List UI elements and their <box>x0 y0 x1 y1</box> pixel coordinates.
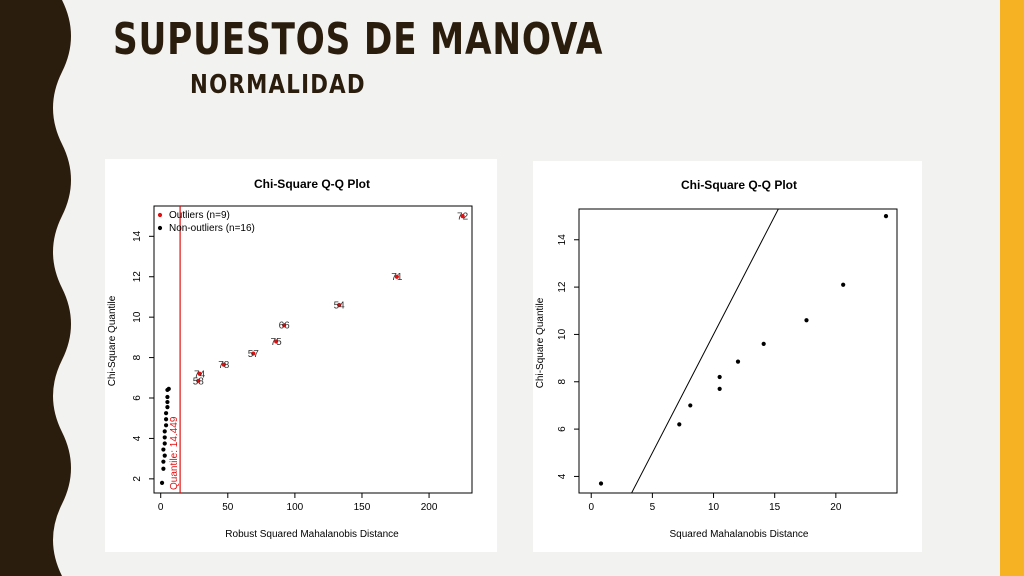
plot-frame <box>153 205 473 494</box>
data-point <box>282 323 287 328</box>
legend-marker <box>157 212 163 218</box>
data-point <box>717 374 722 380</box>
x-tick-label: 150 <box>354 502 371 513</box>
point-label: 75 <box>271 337 283 348</box>
y-tick-label: 4 <box>132 435 143 441</box>
data-point <box>163 423 169 428</box>
point-label: 57 <box>248 349 260 360</box>
data-point <box>688 403 693 408</box>
x-tick-label: 5 <box>650 502 656 513</box>
x-tick-label: 10 <box>708 502 720 513</box>
data-point <box>159 480 165 485</box>
point-label: 71 <box>391 272 403 283</box>
reference-line <box>631 209 779 493</box>
data-point <box>196 378 201 383</box>
y-tick-label: 10 <box>132 311 143 323</box>
x-tick-label: 20 <box>830 502 842 513</box>
chart-robust-qq-plot: Chi-Square Q-Q Plot Robust Squared Mahal… <box>105 159 497 552</box>
data-point <box>677 422 682 427</box>
data-point <box>883 214 889 219</box>
x-tick-label: 100 <box>287 502 304 513</box>
chart-classical-qq-svg: Chi-Square Q-Q Plot Squared Mahalanobis … <box>535 178 898 540</box>
data-point <box>761 341 766 346</box>
accent-bar <box>1000 0 1024 576</box>
y-tick-label: 12 <box>557 281 568 293</box>
data-point <box>717 386 722 391</box>
y-tick-label: 14 <box>557 234 568 246</box>
y-tick-label: 12 <box>132 271 143 283</box>
x-tick-label: 15 <box>769 502 781 513</box>
slide-title: SUPUESTOS DE MANOVA <box>113 14 604 65</box>
y-tick-label: 6 <box>557 426 568 432</box>
data-point <box>804 318 809 323</box>
data-point <box>161 459 166 464</box>
data-point <box>197 371 202 376</box>
data-point <box>161 447 166 452</box>
x-tick-label: 0 <box>588 502 594 513</box>
data-point <box>166 386 171 392</box>
y-axis-label: Chi-Square Quantile <box>535 297 546 388</box>
data-point <box>460 214 465 219</box>
y-tick-label: 8 <box>557 379 568 385</box>
data-point <box>337 302 342 308</box>
data-point <box>251 351 256 356</box>
point-label: 74 <box>194 369 206 380</box>
slide-subtitle: NORMALIDAD <box>190 70 366 100</box>
data-point <box>162 441 167 446</box>
y-axis-label: Chi-Square Quantile <box>107 295 118 386</box>
decorative-wavy-band <box>0 0 71 576</box>
data-point <box>162 453 167 458</box>
data-point <box>841 282 846 287</box>
chart-title: Chi-Square Q-Q Plot <box>681 178 797 192</box>
data-point <box>162 429 167 434</box>
data-point <box>598 481 604 486</box>
data-point <box>165 399 170 405</box>
cutoff-label: Quantile: 14.449 <box>169 416 180 490</box>
y-tick-label: 14 <box>132 230 143 242</box>
data-point <box>735 359 741 364</box>
data-point <box>165 405 170 410</box>
chart-title: Chi-Square Q-Q Plot <box>254 177 370 191</box>
data-point <box>162 435 167 440</box>
plot-frame <box>578 208 898 494</box>
x-tick-label: 50 <box>222 502 234 513</box>
point-label: 66 <box>279 321 291 332</box>
x-axis-label: Robust Squared Mahalanobis Distance <box>225 529 399 540</box>
data-point <box>163 411 169 416</box>
data-point <box>221 362 226 367</box>
data-point <box>163 417 169 422</box>
y-tick-label: 2 <box>132 476 143 482</box>
point-label: 78 <box>218 360 230 371</box>
chart-classical-qq-plot: Chi-Square Q-Q Plot Squared Mahalanobis … <box>533 161 922 552</box>
legend-entry: Outliers (n=9) <box>169 210 230 221</box>
x-tick-label: 200 <box>421 502 438 513</box>
y-tick-label: 4 <box>557 473 568 479</box>
x-axis-label: Squared Mahalanobis Distance <box>670 529 809 540</box>
point-label: 72 <box>457 212 469 223</box>
point-label: 54 <box>334 301 346 312</box>
legend-entry: Non-outliers (n=16) <box>169 223 255 234</box>
y-tick-label: 8 <box>132 354 143 360</box>
data-point <box>274 339 279 344</box>
legend-marker <box>157 225 163 231</box>
data-point <box>394 274 399 279</box>
data-point <box>165 394 170 400</box>
x-tick-label: 0 <box>158 502 164 513</box>
chart-robust-qq-svg: Chi-Square Q-Q Plot Robust Squared Mahal… <box>107 177 473 540</box>
point-label: 58 <box>193 376 205 387</box>
y-tick-label: 10 <box>557 328 568 340</box>
data-point <box>161 466 166 471</box>
y-tick-label: 6 <box>132 395 143 401</box>
